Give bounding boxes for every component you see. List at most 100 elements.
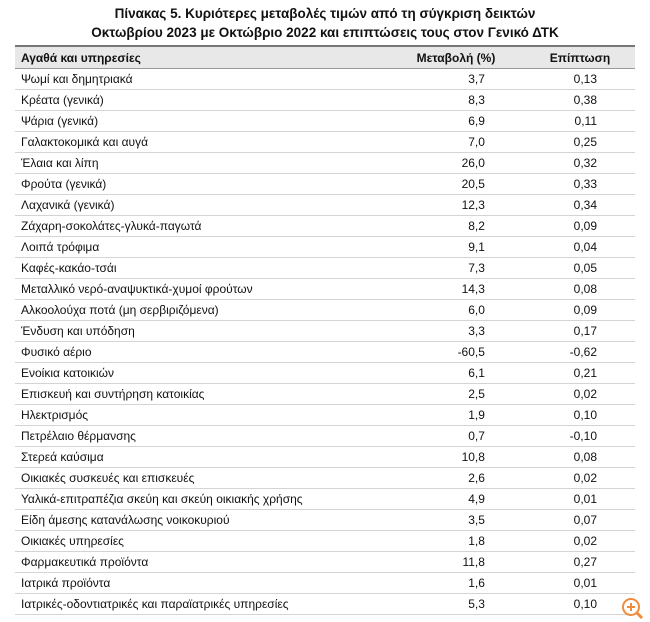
table-cell: 0,08 [524, 446, 635, 468]
table-row: Επισκευή και συντήρηση κατοικίας 2,5 0,02 [15, 383, 635, 405]
table-row: Ένδυση και υπόδηση 3,3 0,17 [15, 320, 635, 342]
table-cell: 12,3 [387, 194, 525, 216]
table-row: Ιατρικά προϊόντα 1,6 0,01 [15, 572, 635, 594]
table-row: Φρούτα (γενικά) 20,5 0,33 [15, 173, 635, 195]
table-cell: 0,11 [524, 110, 635, 132]
table-row: Οικιακές υπηρεσίες 1,8 0,02 [15, 530, 635, 552]
table-cell: Ψωμί και δημητριακά [15, 68, 387, 90]
table-cell: 2,6 [387, 467, 525, 489]
table-cell: 3,3 [387, 320, 525, 342]
table-cell: 0,10 [524, 593, 635, 615]
table-cell: 1,6 [387, 572, 525, 594]
table-cell: 0,09 [524, 299, 635, 321]
table-cell: 26,0 [387, 152, 525, 174]
price-table: Αγαθά και υπηρεσίες Μεταβολή (%) Επίπτωσ… [15, 45, 635, 615]
table-cell: Ιατρικές-οδοντιατρικές και παραϊατρικές … [15, 593, 387, 615]
table-cell: 0,32 [524, 152, 635, 174]
table-cell: 0,04 [524, 236, 635, 258]
table-cell: 0,07 [524, 509, 635, 531]
table-cell: 3,7 [387, 68, 525, 90]
table-cell: 5,3 [387, 593, 525, 615]
table-row: Αλκοολούχα ποτά (μη σερβιριζόμενα) 6,0 0,0… [15, 299, 635, 321]
table-row: Στερεά καύσιμα 10,8 0,08 [15, 446, 635, 468]
table-cell: 0,09 [524, 215, 635, 237]
table-cell: 0,01 [524, 488, 635, 510]
table-cell: 0,25 [524, 131, 635, 153]
table-cell: Αλκοολούχα ποτά (μη σερβιριζόμενα) [15, 299, 387, 321]
table-cell: -0,62 [524, 341, 635, 363]
table-cell: 6,1 [387, 362, 525, 384]
table-cell: Κρέατα (γενικά) [15, 89, 387, 111]
table-row: Μεταλλικό νερό-αναψυκτικά-χυμοί φρούτων 1… [15, 278, 635, 300]
table-cell: 6,0 [387, 299, 525, 321]
table-row: Υαλικά-επιτραπέζια σκεύη και σκεύη οικια… [15, 488, 635, 510]
table-body: Ψωμί και δημητριακά 3,7 0,13 Κρέατα (γενικά… [15, 68, 635, 615]
table-cell: -60,5 [387, 341, 525, 363]
table-row: Λοιπά τρόφιμα 9,1 0,04 [15, 236, 635, 258]
table-cell: 0,33 [524, 173, 635, 195]
title-line: Πίνακας 5. Κυριότερες μεταβολές τιμών απ… [114, 6, 536, 21]
header-row: Αγαθά και υπηρεσίες Μεταβολή (%) Επίπτωσ… [15, 45, 635, 69]
table-row: Ηλεκτρισμός 1,9 0,10 [15, 404, 635, 426]
table-row: Έλαια και λίπη 26,0 0,32 [15, 152, 635, 174]
table-cell: 0,01 [524, 572, 635, 594]
header-cell: Επίπτωση [524, 45, 635, 69]
table-cell: Φρούτα (γενικά) [15, 173, 387, 195]
table-cell: 6,9 [387, 110, 525, 132]
table-row: Φυσικό αέριο -60,5 -0,62 [15, 341, 635, 363]
table-cell: 14,3 [387, 278, 525, 300]
table-cell: -0,10 [524, 425, 635, 447]
table-row: Κρέατα (γενικά) 8,3 0,38 [15, 89, 635, 111]
table-row: Ενοίκια κατοικιών 6,1 0,21 [15, 362, 635, 384]
table-row: Πετρέλαιο θέρμανσης 0,7 -0,10 [15, 425, 635, 447]
table-cell: 0,05 [524, 257, 635, 279]
table-row: Ψωμί και δημητριακά 3,7 0,13 [15, 68, 635, 90]
table-row: Ψάρια (γενικά) 6,9 0,11 [15, 110, 635, 132]
table-cell: 20,5 [387, 173, 525, 195]
table-cell: 0,13 [524, 68, 635, 90]
table-cell: Πετρέλαιο θέρμανσης [15, 425, 387, 447]
table-cell: Καφές-κακάο-τσάι [15, 257, 387, 279]
table-cell: 3,5 [387, 509, 525, 531]
table-cell: Οικιακές υπηρεσίες [15, 530, 387, 552]
table-cell: 7,0 [387, 131, 525, 153]
table-cell: Ιατρικά προϊόντα [15, 572, 387, 594]
table-cell: 0,7 [387, 425, 525, 447]
table-cell: 4,9 [387, 488, 525, 510]
table-cell: Ηλεκτρισμός [15, 404, 387, 426]
table-cell: Επισκευή και συντήρηση κατοικίας [15, 383, 387, 405]
table-cell: 8,3 [387, 89, 525, 111]
title-line: Οκτωβρίου 2023 με Οκτώβριο 2022 και επιπ… [91, 25, 559, 40]
table-cell: Ζάχαρη-σοκολάτες-γλυκά-παγωτά [15, 215, 387, 237]
table-cell: 9,1 [387, 236, 525, 258]
table-cell: 0,10 [524, 404, 635, 426]
table-row: Φαρμακευτικά προϊόντα 11,8 0,27 [15, 551, 635, 573]
header-cell: Αγαθά και υπηρεσίες [15, 45, 387, 69]
table-row: Είδη άμεσης κατανάλωσης νοικοκυριού 3,5 0,… [15, 509, 635, 531]
table-cell: Ψάρια (γενικά) [15, 110, 387, 132]
table-cell: 0,02 [524, 383, 635, 405]
table-cell: Λαχανικά (γενικά) [15, 194, 387, 216]
header-cell: Μεταβολή (%) [387, 45, 525, 69]
table-cell: Γαλακτοκομικά και αυγά [15, 131, 387, 153]
table-cell: 0,27 [524, 551, 635, 573]
table-cell: 10,8 [387, 446, 525, 468]
table-cell: Λοιπά τρόφιμα [15, 236, 387, 258]
table-cell: Φυσικό αέριο [15, 341, 387, 363]
table-cell: 1,8 [387, 530, 525, 552]
table-cell: 0,02 [524, 530, 635, 552]
table-cell: Είδη άμεσης κατανάλωσης νοικοκυριού [15, 509, 387, 531]
table-cell: 0,08 [524, 278, 635, 300]
table-cell: 8,2 [387, 215, 525, 237]
table-cell: 11,8 [387, 551, 525, 573]
table-cell: 0,38 [524, 89, 635, 111]
table-cell: Φαρμακευτικά προϊόντα [15, 551, 387, 573]
table-cell: Υαλικά-επιτραπέζια σκεύη και σκεύη οικια… [15, 488, 387, 510]
zoom-icon[interactable] [620, 596, 644, 620]
table-cell: 1,9 [387, 404, 525, 426]
table-row: Ιατρικές-οδοντιατρικές και παραϊατρικές … [15, 593, 635, 615]
table-cell: Οικιακές συσκευές και επισκευές [15, 467, 387, 489]
table-row: Λαχανικά (γενικά) 12,3 0,34 [15, 194, 635, 216]
title: Πίνακας 5. Κυριότερες μεταβολές τιμών απ… [0, 4, 650, 42]
